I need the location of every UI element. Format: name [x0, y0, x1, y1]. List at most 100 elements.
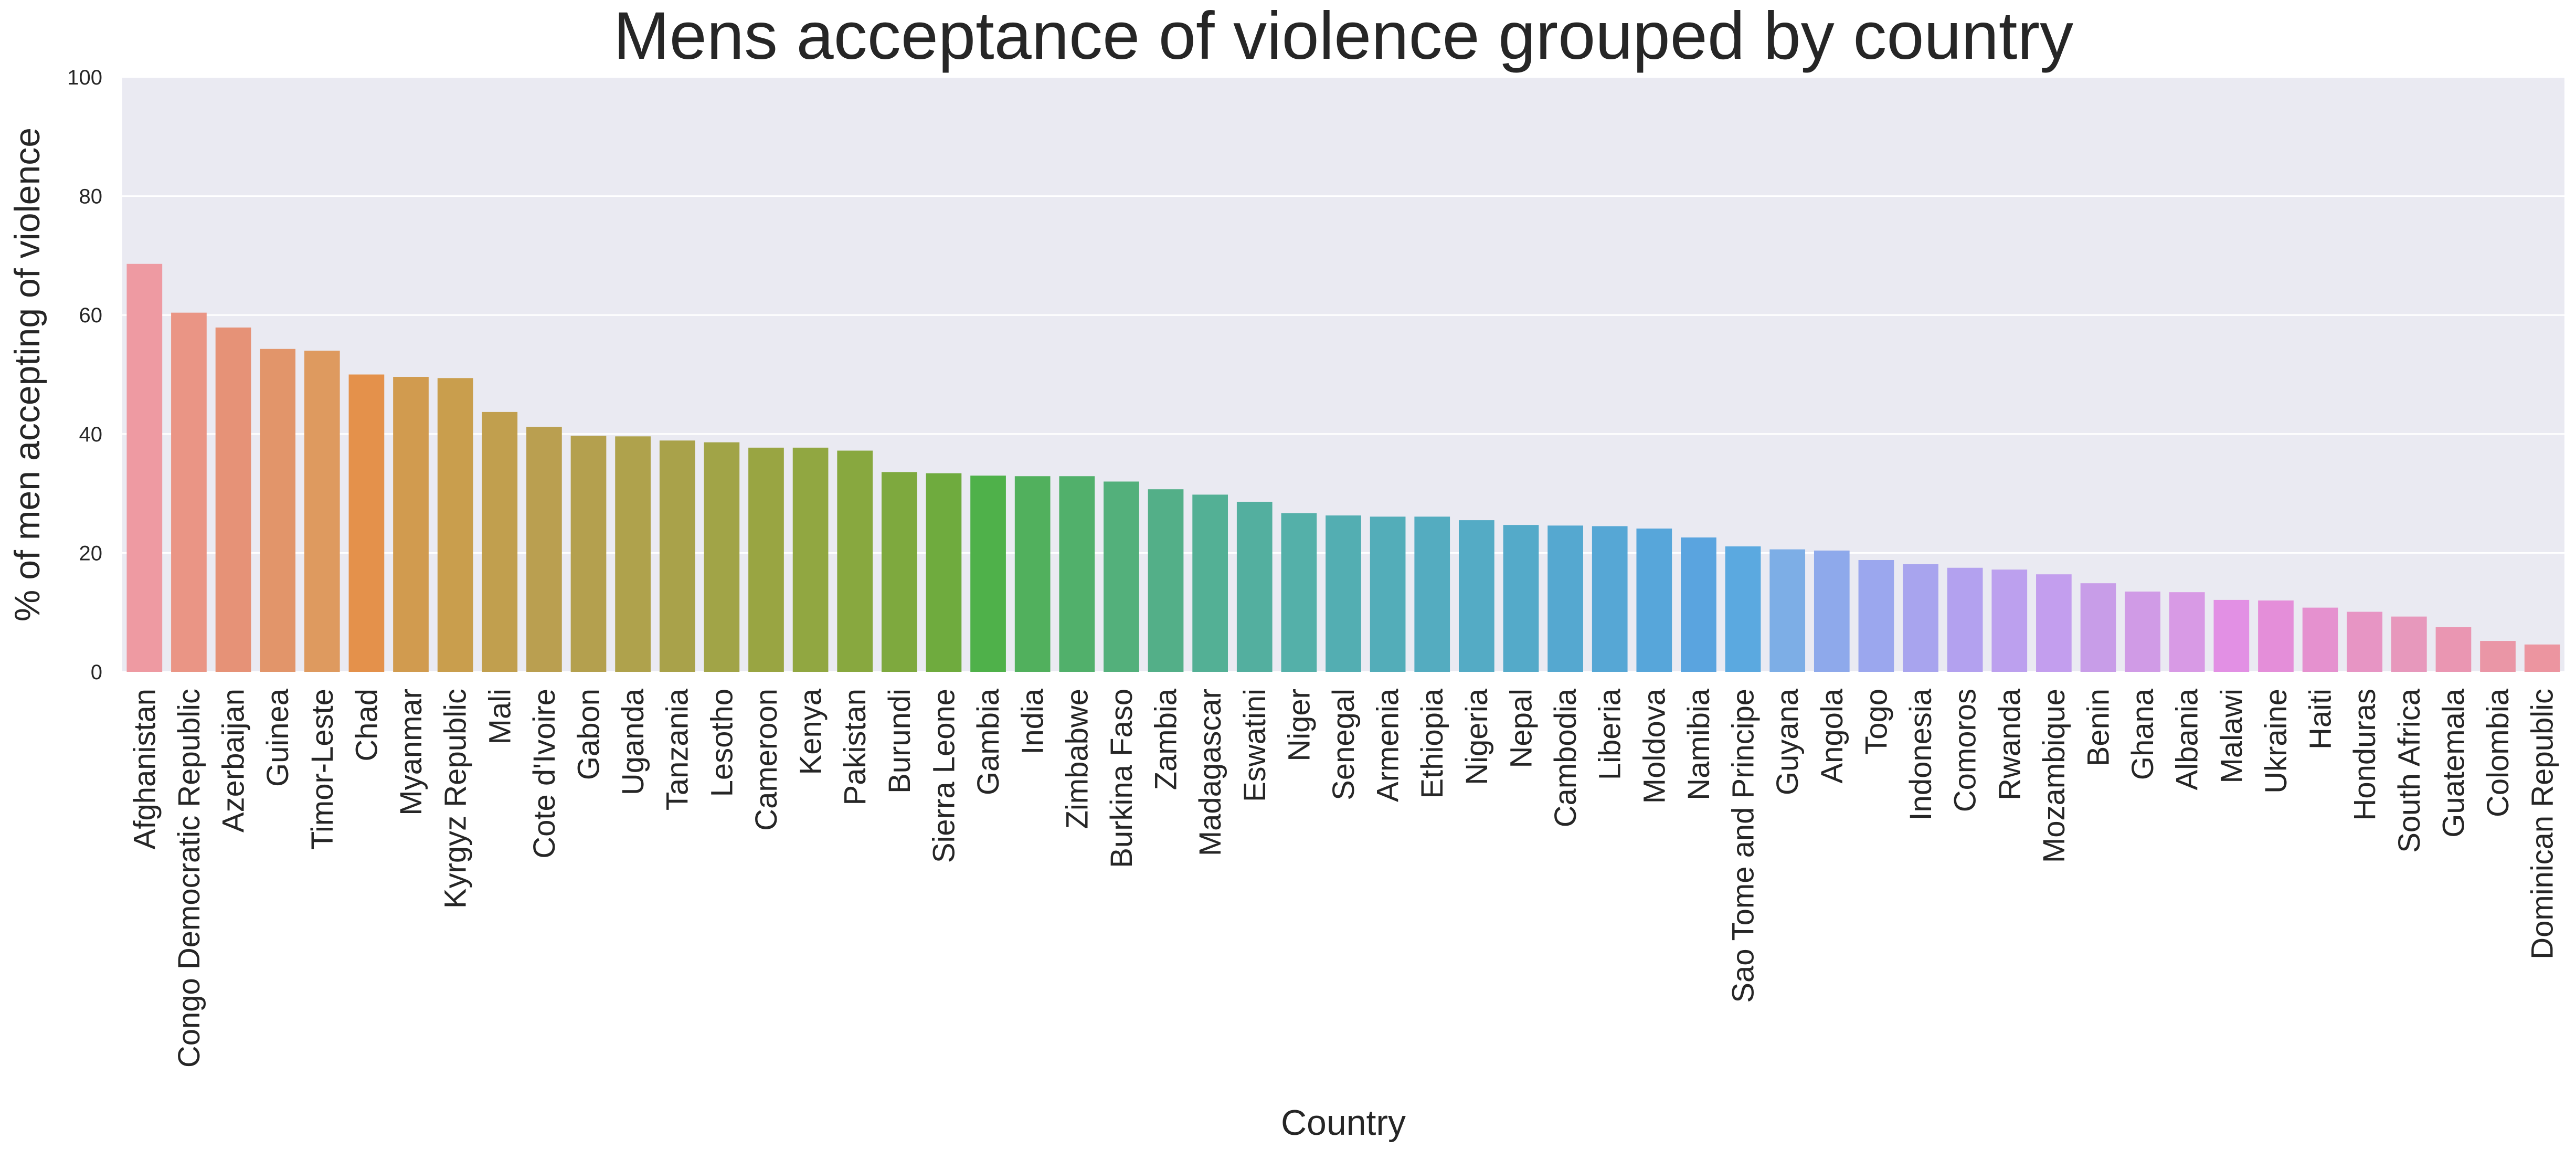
x-tick-label: Togo: [1859, 689, 1893, 755]
bar: [2480, 641, 2516, 672]
x-tick-label: Myanmar: [394, 689, 428, 816]
bar: [482, 412, 518, 672]
bar: [1326, 515, 1361, 672]
x-tick-label: Kenya: [794, 688, 828, 775]
x-tick-label: Gambia: [971, 688, 1005, 795]
x-tick-label: South Africa: [2392, 688, 2426, 852]
x-tick-label: Guyana: [1771, 688, 1805, 795]
bar: [260, 349, 296, 672]
bar: [1281, 513, 1317, 672]
x-tick-label: Guinea: [261, 688, 295, 787]
bar: [1858, 560, 1894, 672]
bar: [1947, 567, 1983, 672]
x-tick-label: Benin: [2082, 689, 2116, 766]
bar: [2080, 583, 2116, 672]
bar: [1059, 476, 1095, 672]
x-tick-label: Comoros: [1948, 689, 1983, 812]
y-tick-label: 80: [79, 185, 103, 208]
x-tick-label: Moldova: [1637, 688, 1671, 804]
x-tick-label: Nepal: [1504, 689, 1538, 768]
x-tick-label: Tanzania: [661, 688, 695, 810]
x-tick-label: Eswatini: [1238, 689, 1272, 802]
bar: [2036, 574, 2072, 672]
bar: [348, 374, 385, 672]
bar: [1636, 528, 1672, 672]
bar: [615, 436, 651, 672]
bar: [1547, 525, 1583, 672]
y-tick-label: 40: [79, 423, 103, 446]
x-tick-label: Lesotho: [705, 689, 739, 797]
x-tick-label: Kyrgyz Republic: [439, 689, 473, 909]
x-tick-label: Zambia: [1149, 688, 1183, 790]
x-tick-label: Indonesia: [1904, 688, 1938, 820]
x-tick-label: Zimbabwe: [1060, 689, 1094, 829]
x-tick-label: Dominican Republic: [2526, 689, 2560, 959]
x-tick-label: Albania: [2170, 688, 2204, 790]
x-tick-label: Mozambique: [2037, 689, 2071, 863]
bar: [2169, 592, 2205, 672]
y-tick-label: 60: [79, 304, 103, 327]
bar: [304, 351, 340, 672]
bar: [970, 476, 1006, 672]
bar: [2391, 616, 2427, 672]
bar: [2347, 611, 2383, 672]
x-tick-label: Rwanda: [1992, 688, 2027, 800]
x-tick-label: India: [1016, 688, 1050, 755]
x-tick-label: Angola: [1815, 688, 1849, 783]
bar: [2524, 644, 2560, 672]
bar: [881, 472, 917, 672]
x-tick-label: Congo Democratic Republic: [172, 689, 206, 1068]
chart-title: Mens acceptance of violence grouped by c…: [613, 0, 2073, 73]
bars: [126, 263, 2560, 672]
x-tick-label: Haiti: [2304, 689, 2338, 750]
bar: [2302, 607, 2338, 672]
x-tick-label: Honduras: [2348, 689, 2382, 820]
x-tick-label: Chad: [349, 689, 384, 762]
x-tick-label: Mali: [483, 689, 517, 744]
x-tick-label: Cameroon: [749, 689, 783, 831]
x-tick-labels: Afghanistan Congo Democratic Republic Azer…: [128, 688, 2559, 1068]
bar: [1104, 481, 1139, 672]
x-tick-label: Azerbaijan: [217, 689, 251, 832]
bar: [926, 473, 962, 672]
x-tick-label: Cote d'Ivoire: [527, 689, 561, 859]
bar: [393, 377, 429, 672]
bar: [704, 442, 740, 672]
y-axis-label: % of men accepting of violence: [7, 128, 47, 621]
bar: [1236, 501, 1273, 672]
x-tick-label: Armenia: [1371, 688, 1405, 802]
bar: [2213, 599, 2250, 672]
x-tick-label: Pakistan: [838, 689, 872, 805]
bar: [1814, 550, 1850, 672]
bar: [1503, 525, 1539, 672]
bar: [437, 378, 473, 672]
bar: [2435, 627, 2472, 672]
x-tick-label: Ethiopia: [1415, 688, 1449, 798]
x-tick-label: Burundi: [883, 689, 917, 794]
x-tick-label: Colombia: [2481, 688, 2515, 817]
x-tick-label: Guatemala: [2436, 688, 2471, 837]
y-tick-label: 100: [67, 66, 102, 89]
x-tick-label: Niger: [1282, 689, 1316, 762]
bar: [1903, 564, 1938, 672]
x-tick-label: Uganda: [616, 688, 650, 795]
x-tick-label: Malawi: [2214, 689, 2249, 784]
x-tick-label: Namibia: [1682, 688, 1716, 800]
bar: [2258, 600, 2294, 672]
x-tick-label: Timor-Leste: [305, 689, 340, 850]
bar: [526, 427, 562, 672]
bar: [2125, 592, 2160, 672]
x-tick-label: Gabon: [571, 689, 606, 780]
bar: [1725, 546, 1761, 672]
bar: [792, 447, 829, 672]
x-tick-label: Sao Tome and Principe: [1726, 689, 1761, 1003]
bar: [1192, 494, 1228, 672]
bar: [1370, 516, 1406, 672]
bar: [171, 312, 207, 672]
x-tick-label: Cambodia: [1549, 688, 1583, 827]
x-axis-label: Country: [1281, 1103, 1406, 1143]
x-tick-label: Madagascar: [1193, 689, 1227, 856]
x-tick-label: Ghana: [2126, 688, 2160, 780]
x-tick-label: Burkina Faso: [1105, 689, 1139, 868]
